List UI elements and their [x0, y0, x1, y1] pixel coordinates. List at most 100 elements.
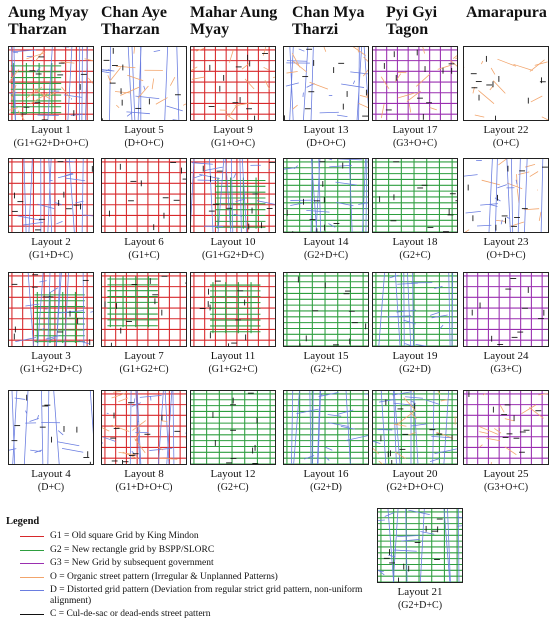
layout-label: Layout 10 [210, 236, 256, 248]
layout-label: Layout 12 [210, 468, 256, 480]
layout-5-map [101, 46, 187, 121]
layout-3-map [8, 272, 94, 347]
layout-label: Layout 3 [31, 350, 71, 362]
column-header-mahar-aung-myay: Mahar Aung Myay [190, 4, 278, 38]
legend-item-g1: G1 = Old square Grid by King Mindon [6, 531, 376, 542]
layout-label: Layout 2 [31, 236, 71, 248]
layout-code: (G2+D+C) [397, 600, 443, 611]
layout-code: (D+O+C) [124, 138, 164, 149]
layout-code: (G2+D) [399, 364, 431, 375]
layout-5-caption: Layout 5 (D+O+C) [89, 124, 199, 150]
layout-12-caption: Layout 12 (G2+C) [178, 468, 288, 494]
legend-item-d: D = Distorted grid pattern (Deviation fr… [6, 585, 376, 606]
layout-label: Layout 23 [483, 236, 529, 248]
layout-code: (G1+O+C) [210, 138, 256, 149]
column-header-chan-mya-tharzi: Chan Mya Tharzi [292, 4, 365, 38]
legend-swatch [20, 536, 44, 537]
layout-11-caption: Layout 11 (G1+G2+C) [178, 350, 288, 376]
layout-code: (G2+C) [399, 250, 431, 261]
layout-22-caption: Layout 22 (O+C) [451, 124, 550, 150]
layout-17-caption: Layout 17 (G3+O+C) [360, 124, 470, 150]
layout-code: (G1+G2+C) [208, 364, 258, 375]
layout-22-map [463, 46, 549, 121]
layout-7-map [101, 272, 187, 347]
layout-7-caption: Layout 7 (G1+G2+C) [89, 350, 199, 376]
layout-13-caption: Layout 13 (D+O+C) [271, 124, 381, 150]
layout-23-caption: Layout 23 (O+D+C) [451, 236, 550, 262]
layout-16-map [283, 390, 369, 465]
legend-item-g3: G3 = New Grid by subsequent government [6, 558, 376, 569]
layout-label: Layout 20 [392, 468, 438, 480]
layout-code: (G3+O+C) [392, 138, 438, 149]
layout-code: (G1+C) [128, 250, 160, 261]
legend-text: O = Organic street pattern (Irregular & … [50, 571, 278, 582]
layout-code: (D+C) [37, 482, 65, 493]
legend-swatch [20, 563, 44, 564]
layout-16-caption: Layout 16 (G2+D) [271, 468, 381, 494]
layout-12-map [190, 390, 276, 465]
layout-label: Layout 9 [213, 124, 253, 136]
layout-label: Layout 22 [483, 124, 529, 136]
layout-14-map [283, 158, 369, 233]
legend-swatch [20, 549, 44, 551]
layout-19-caption: Layout 19 (G2+D) [360, 350, 470, 376]
legend-text: D = Distorted grid pattern (Deviation fr… [50, 585, 363, 606]
layout-label: Layout 14 [303, 236, 349, 248]
layout-23-map [463, 158, 549, 233]
layout-9-caption: Layout 9 (G1+O+C) [178, 124, 288, 150]
layout-code: (D+O+C) [306, 138, 346, 149]
layout-21-map [377, 508, 463, 583]
layout-1-caption: Layout 1 (G1+G2+D+O+C) [0, 124, 106, 150]
layout-13-map [283, 46, 369, 121]
layout-24-caption: Layout 24 (G3+C) [451, 350, 550, 376]
layout-20-caption: Layout 20 (G2+D+O+C) [360, 468, 470, 494]
layout-label: Layout 25 [483, 468, 529, 480]
layout-label: Layout 11 [210, 350, 256, 362]
layout-18-caption: Layout 18 (G2+C) [360, 236, 470, 262]
layout-25-map [463, 390, 549, 465]
layout-code: (O+C) [492, 138, 520, 149]
column-header-aung-myay-tharzan: Aung Myay Tharzan [8, 4, 89, 38]
legend-item-c: C = Cul-de-sac or dead-ends street patte… [6, 609, 376, 620]
layout-15-caption: Layout 15 (G2+C) [271, 350, 381, 376]
layout-1-map [8, 46, 94, 121]
layout-label: Layout 16 [303, 468, 349, 480]
legend-item-g2: G2 = New rectangle grid by BSPP/SLORC [6, 545, 376, 556]
layout-21-caption: Layout 21 (G2+D+C) [365, 586, 475, 612]
layout-17-map [372, 46, 458, 121]
layout-25-caption: Layout 25 (G3+O+C) [451, 468, 550, 494]
column-header-pyi-gyi-tagon: Pyi Gyi Tagon [386, 4, 438, 38]
layout-code: (G1+G2+D+O+C) [13, 138, 89, 149]
layout-code: (G2+D+O+C) [386, 482, 444, 493]
legend-text: G3 = New Grid by subsequent government [50, 558, 214, 568]
layout-14-caption: Layout 14 (G2+D+C) [271, 236, 381, 262]
legend-items: G1 = Old square Grid by King Mindon G2 = … [6, 531, 376, 620]
layout-6-caption: Layout 6 (G1+C) [89, 236, 199, 262]
layout-label: Layout 19 [392, 350, 438, 362]
layout-24-map [463, 272, 549, 347]
layout-label: Layout 17 [392, 124, 438, 136]
legend-swatch [20, 590, 44, 591]
layout-2-map [8, 158, 94, 233]
layout-label: Layout 21 [397, 586, 443, 598]
layout-label: Layout 13 [303, 124, 349, 136]
layout-19-map [372, 272, 458, 347]
layout-label: Layout 5 [124, 124, 164, 136]
layout-code: (O+D+C) [486, 250, 526, 261]
legend-text: G1 = Old square Grid by King Mindon [50, 531, 199, 541]
layout-label: Layout 1 [31, 124, 71, 136]
legend-text: G2 = New rectangle grid by BSPP/SLORC [50, 544, 215, 555]
layout-label: Layout 15 [303, 350, 349, 362]
layout-label: Layout 6 [124, 236, 164, 248]
layout-code: (G1+D+O+C) [115, 482, 173, 493]
layout-code: (G1+D+C) [28, 250, 74, 261]
layout-label: Layout 8 [124, 468, 164, 480]
layout-label: Layout 24 [483, 350, 529, 362]
legend-item-o: O = Organic street pattern (Irregular & … [6, 572, 376, 583]
column-header-amarapura: Amarapura [466, 4, 547, 21]
layout-code: (G1+G2+D+C) [20, 364, 82, 375]
layout-6-map [101, 158, 187, 233]
layout-label: Layout 4 [31, 468, 71, 480]
layout-8-map [101, 390, 187, 465]
layout-code: (G2+D+C) [303, 250, 349, 261]
